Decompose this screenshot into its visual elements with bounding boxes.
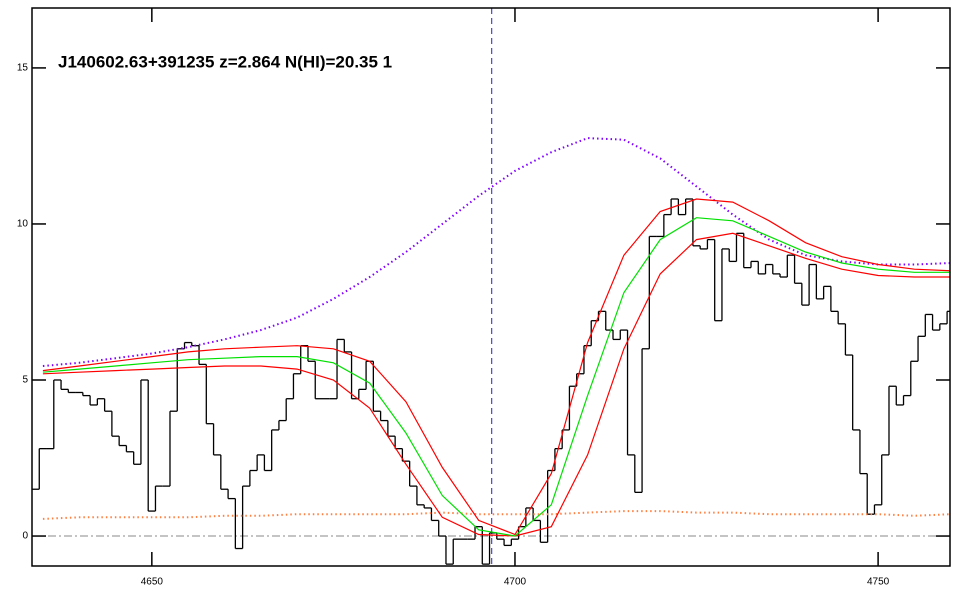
- x-tick-label: 4700: [504, 577, 527, 588]
- model-curve: [42, 217, 950, 537]
- model-curve: [42, 510, 950, 520]
- model-curve: [42, 232, 950, 537]
- axes-frame: [31, 7, 951, 567]
- y-tick-label: 15: [17, 63, 29, 74]
- plot-area: [32, 8, 950, 566]
- y-tick-label: 0: [22, 531, 28, 542]
- x-tick-label: 4750: [867, 577, 890, 588]
- model-curve: [42, 137, 950, 367]
- y-tick-label: 10: [17, 219, 29, 230]
- chart-title: J140602.63+391235 z=2.864 N(HI)=20.35 1: [58, 52, 392, 71]
- x-tick-label: 4650: [141, 577, 164, 588]
- model-curve: [42, 198, 950, 536]
- y-tick-label: 5: [22, 375, 28, 386]
